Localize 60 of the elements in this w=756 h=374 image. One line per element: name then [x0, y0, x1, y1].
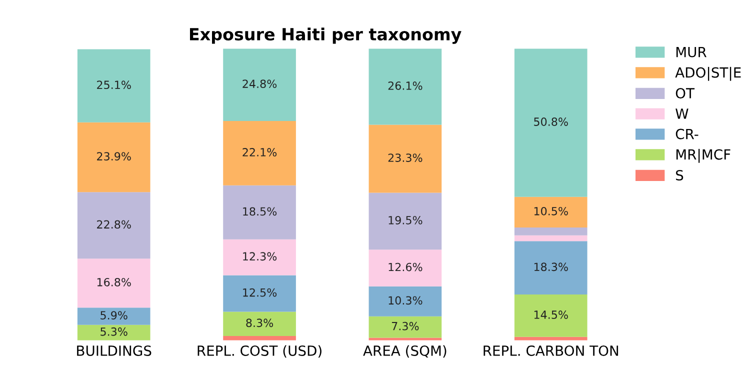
bar: [77, 258, 150, 308]
x-tick-label: BUILDINGS: [77, 345, 152, 356]
data-label: 10.3%: [388, 296, 422, 305]
bar: [223, 239, 296, 276]
legend-label: W: [676, 108, 688, 119]
legend-label: CR-: [676, 128, 698, 140]
bar: [223, 120, 296, 186]
bar: [77, 122, 150, 192]
data-label: 24.8%: [242, 80, 277, 88]
bar: [514, 196, 588, 228]
bar: [223, 275, 296, 312]
bar: [514, 48, 588, 197]
data-label: 18.3%: [534, 262, 568, 272]
data-label: 22.8%: [97, 220, 131, 229]
bar: [368, 338, 442, 340]
data-label: 16.8%: [97, 278, 131, 286]
legend-label: MR|MCF: [676, 148, 730, 163]
bar: [514, 241, 588, 295]
data-label: 19.5%: [388, 216, 422, 224]
bar: [223, 336, 296, 340]
data-label: 5.9%: [100, 311, 128, 320]
bar: [514, 294, 588, 337]
x-tick-label: REPL. CARBON TON: [484, 345, 618, 356]
legend-label: MUR: [676, 46, 706, 58]
bar: [514, 227, 588, 236]
bar: [77, 324, 150, 340]
bar: [223, 48, 296, 121]
bar: [514, 235, 588, 242]
x-tick-label: AREA (SQM): [363, 345, 446, 358]
data-label: 14.5%: [534, 310, 568, 319]
data-label: 8.3%: [246, 318, 274, 328]
chart-title: Exposure Haiti per taxonomy: [190, 28, 462, 44]
data-label: 12.6%: [388, 262, 422, 272]
bar: [223, 185, 296, 240]
bar: [77, 192, 150, 259]
data-label: 22.1%: [242, 148, 277, 156]
bar: [223, 312, 296, 336]
data-label: 5.3%: [100, 327, 128, 336]
data-label: 25.1%: [97, 80, 131, 90]
bar: [77, 49, 150, 122]
bar: [368, 48, 442, 125]
legend-label: OT: [676, 88, 695, 99]
bar: [368, 316, 442, 338]
bar: [77, 308, 150, 325]
data-label: 18.5%: [243, 207, 277, 216]
data-label: 12.3%: [243, 252, 277, 261]
x-tick-label: REPL. COST (USD): [198, 345, 322, 358]
bar: [368, 124, 442, 193]
data-label: 26.1%: [388, 82, 422, 90]
legend-label: ADO|ST|E: [675, 66, 741, 81]
data-label: 10.5%: [534, 206, 568, 216]
data-label: 23.9%: [97, 152, 131, 161]
data-label: 12.5%: [243, 288, 277, 297]
data-label: 50.8%: [534, 118, 568, 126]
data-label: 7.3%: [392, 322, 419, 330]
bar: [368, 250, 442, 286]
bar: [368, 192, 442, 250]
data-label: 23.3%: [388, 154, 422, 162]
legend-label: S: [676, 170, 684, 180]
bar: [368, 286, 442, 316]
